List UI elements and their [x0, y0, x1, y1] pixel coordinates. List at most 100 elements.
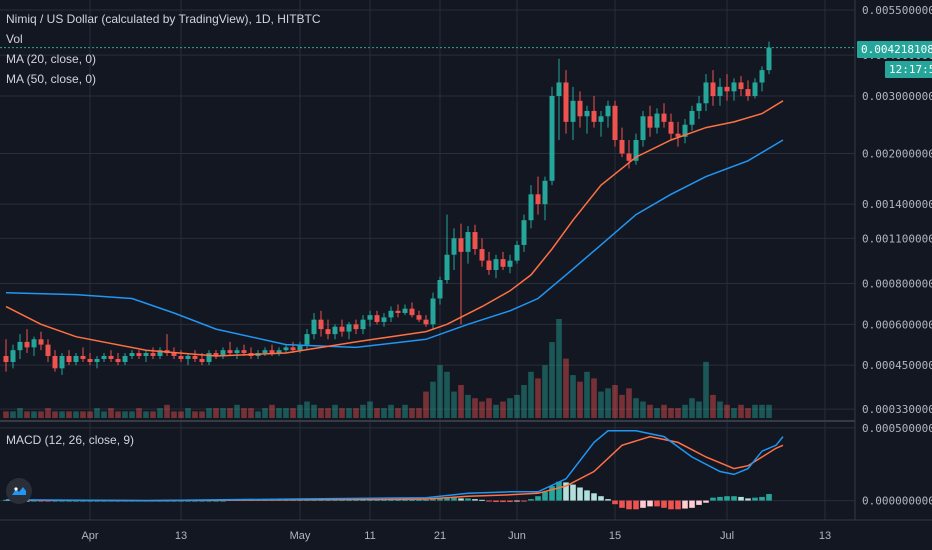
- volume-bar: [157, 408, 163, 418]
- ma50-legend[interactable]: MA (50, close, 0): [6, 72, 97, 86]
- time-tick-label: 21: [434, 530, 446, 542]
- macd-histogram-bar: [626, 500, 632, 510]
- candle-body: [360, 319, 366, 330]
- macd-histogram-bar: [213, 500, 219, 502]
- volume-bar: [563, 358, 569, 418]
- candle-body: [206, 353, 212, 363]
- macd-histogram-bar: [38, 500, 44, 502]
- volume-bar: [381, 408, 387, 418]
- candle-body: [73, 355, 79, 363]
- macd-histogram-bar: [332, 499, 338, 501]
- volume-bar: [31, 411, 37, 418]
- price-tick-label: 0.00045000000: [862, 359, 932, 372]
- volume-bar: [731, 408, 737, 418]
- volume-bar: [514, 394, 520, 418]
- macd-histogram-bar: [507, 500, 513, 503]
- time-tick-label: May: [290, 530, 311, 542]
- candle-body: [500, 259, 506, 267]
- candle-body: [556, 82, 562, 96]
- macd-histogram-bar: [654, 500, 660, 507]
- volume-bar: [353, 408, 359, 418]
- volume-bar: [745, 408, 751, 418]
- macd-histogram-bar: [752, 497, 758, 501]
- volume-bar: [38, 411, 44, 418]
- volume-bar: [115, 411, 121, 418]
- volume-bar: [556, 319, 562, 418]
- volume-bar: [675, 408, 681, 418]
- candle-body: [479, 249, 485, 261]
- ma20-legend[interactable]: MA (20, close, 0): [6, 52, 97, 66]
- candle-body: [150, 353, 156, 356]
- tradingview-logo[interactable]: [6, 478, 32, 504]
- volume-bar: [535, 378, 541, 418]
- volume-bar: [500, 401, 506, 418]
- volume-bar: [318, 408, 324, 418]
- volume-bar: [360, 404, 366, 418]
- candle-body: [171, 353, 177, 356]
- candle-body: [458, 238, 464, 252]
- macd-legend: MACD (12, 26, close, 9): [6, 433, 134, 447]
- candle-body: [668, 121, 674, 134]
- macd-histogram-bar: [59, 500, 65, 502]
- macd-histogram-bar: [444, 497, 450, 501]
- candle-body: [311, 319, 317, 335]
- price-tick-label: 0.00060000000: [862, 318, 932, 331]
- volume-bar: [647, 404, 653, 418]
- macd-histogram-bar: [486, 500, 492, 502]
- macd-histogram-bar: [220, 500, 226, 502]
- candle-body: [444, 254, 450, 281]
- candle-body: [269, 350, 275, 354]
- candle-body: [521, 220, 527, 245]
- volume-bar: [297, 404, 303, 418]
- volume-bar: [717, 401, 723, 418]
- macd-histogram-bar: [45, 500, 51, 502]
- volume-bar: [24, 411, 30, 418]
- macd-histogram-bar: [633, 500, 639, 510]
- volume-bar: [430, 381, 436, 418]
- candle-body: [199, 358, 205, 363]
- macd-histogram-bar: [353, 499, 359, 501]
- volume-bar: [577, 381, 583, 418]
- macd-pane: [0, 427, 855, 510]
- macd-histogram-bar: [612, 500, 618, 505]
- volume-bar: [283, 408, 289, 418]
- macd-histogram-bar: [696, 500, 702, 505]
- candle-body: [94, 358, 100, 363]
- candle-body: [605, 105, 611, 117]
- macd-histogram-bar: [395, 499, 401, 501]
- macd-histogram-bar: [759, 496, 765, 501]
- symbol-title[interactable]: Nimiq / US Dollar (calculated by Trading…: [6, 12, 321, 26]
- candle-body: [388, 310, 394, 318]
- macd-histogram-bar: [745, 498, 751, 501]
- candle-body: [661, 113, 667, 122]
- time-tick-label: 13: [819, 530, 831, 542]
- volume-bar: [598, 391, 604, 418]
- macd-tick-label: 0.00000000000: [862, 495, 932, 508]
- candle-body: [423, 319, 429, 325]
- candle-body: [157, 350, 163, 356]
- price-tick-label: 0.00080000000: [862, 278, 932, 291]
- macd-legend-label[interactable]: MACD (12, 26, close, 9): [6, 433, 135, 447]
- candle-body: [185, 355, 191, 359]
- volume-bar: [444, 371, 450, 418]
- volume-legend[interactable]: Vol: [6, 32, 23, 46]
- volume-bar: [423, 391, 429, 418]
- candle-body: [87, 358, 93, 363]
- tradingview-logo-icon: [12, 487, 26, 495]
- macd-histogram-bar: [598, 496, 604, 501]
- candle-body: [514, 244, 520, 261]
- candle-body: [563, 82, 569, 122]
- volume-bar: [213, 408, 219, 418]
- candle-body: [598, 116, 604, 122]
- macd-histogram-bar: [724, 496, 730, 501]
- ma50-line: [5, 139, 784, 349]
- volume-bar: [458, 385, 464, 418]
- macd-histogram-bar: [619, 500, 625, 508]
- volume-bar: [80, 411, 86, 418]
- volume-bar: [94, 408, 100, 418]
- volume-bar: [738, 404, 744, 418]
- candle-body: [409, 308, 415, 316]
- candle-body: [227, 350, 233, 354]
- macd-histogram-bar: [339, 499, 345, 501]
